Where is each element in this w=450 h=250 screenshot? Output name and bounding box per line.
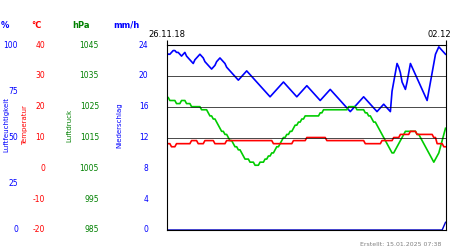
Text: 20: 20 [36, 102, 45, 111]
Text: -20: -20 [32, 226, 45, 234]
Text: 1005: 1005 [80, 164, 99, 173]
Text: %: % [0, 21, 9, 30]
Text: °C: °C [31, 21, 41, 30]
Text: 985: 985 [85, 226, 99, 234]
Text: 30: 30 [35, 71, 45, 80]
Text: 24: 24 [139, 40, 149, 50]
Text: hPa: hPa [72, 21, 90, 30]
Text: 16: 16 [139, 102, 149, 111]
Text: Erstellt: 15.01.2025 07:38: Erstellt: 15.01.2025 07:38 [360, 242, 441, 248]
Text: Luftfeuchtigkeit: Luftfeuchtigkeit [4, 98, 10, 152]
Text: 0: 0 [40, 164, 45, 173]
Text: 1015: 1015 [80, 133, 99, 142]
Text: Luftdruck: Luftdruck [67, 108, 73, 142]
Text: Niederschlag: Niederschlag [116, 102, 122, 148]
Text: 75: 75 [8, 87, 18, 96]
Text: mm/h: mm/h [113, 21, 139, 30]
Text: 50: 50 [8, 133, 18, 142]
Text: 1035: 1035 [80, 71, 99, 80]
Text: 1025: 1025 [80, 102, 99, 111]
Text: 20: 20 [139, 71, 149, 80]
Text: 12: 12 [139, 133, 149, 142]
Text: Temperatur: Temperatur [22, 105, 28, 145]
Text: 25: 25 [9, 179, 18, 188]
Text: -10: -10 [32, 195, 45, 204]
Text: 1045: 1045 [80, 40, 99, 50]
Text: 8: 8 [144, 164, 149, 173]
Text: 10: 10 [36, 133, 45, 142]
Text: 100: 100 [4, 40, 18, 50]
Text: 0: 0 [144, 226, 149, 234]
Text: 995: 995 [85, 195, 99, 204]
Text: 4: 4 [144, 195, 149, 204]
Text: 40: 40 [35, 40, 45, 50]
Text: 0: 0 [13, 226, 18, 234]
